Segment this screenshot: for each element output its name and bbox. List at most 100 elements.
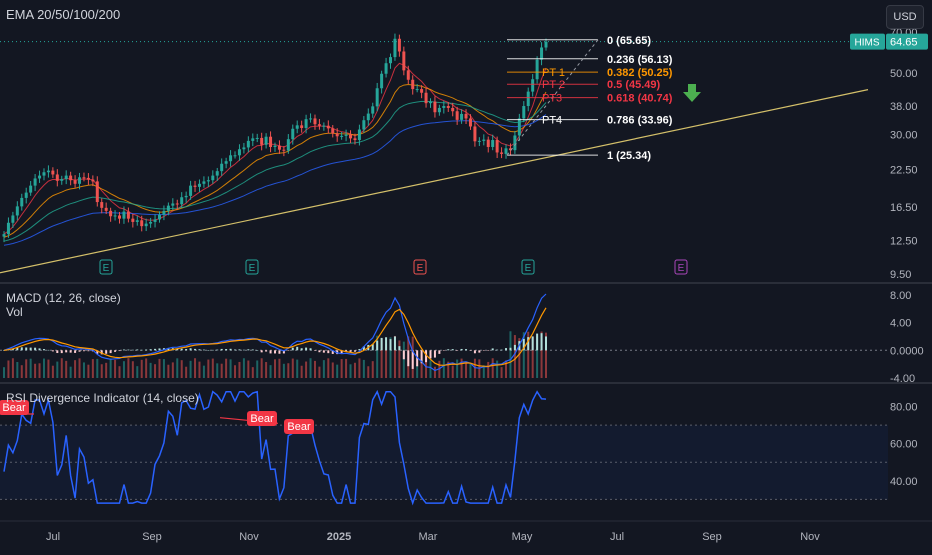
candle-body	[522, 106, 526, 119]
macd-histogram-bar	[305, 347, 308, 351]
candle-body	[349, 134, 353, 139]
volume-bar	[274, 359, 276, 378]
macd-histogram-bar	[362, 346, 365, 351]
candle-body	[140, 220, 144, 227]
volume-bar	[318, 366, 321, 378]
volume-bar	[442, 358, 445, 378]
candle-body	[424, 92, 428, 104]
earnings-marker-label: E	[417, 263, 424, 274]
candle-body	[211, 175, 215, 181]
volume-bar	[238, 361, 241, 378]
macd-histogram-bar	[100, 350, 103, 355]
fib-level-label: 0.786 (33.96)	[607, 115, 673, 127]
candle-body	[504, 148, 508, 154]
volume-bar	[305, 361, 308, 378]
earnings-marker-label: E	[103, 263, 110, 274]
volume-bar	[309, 358, 312, 378]
macd-histogram-bar	[207, 350, 210, 351]
candle-body	[335, 133, 339, 137]
time-axis-label: 2025	[327, 531, 351, 543]
volume-bar	[154, 364, 157, 378]
volume-bar	[340, 359, 343, 378]
macd-histogram-bar	[74, 350, 77, 353]
macd-histogram-bar	[51, 350, 54, 352]
volume-bar	[87, 364, 90, 378]
time-axis-label: Nov	[239, 531, 259, 543]
macd-histogram-bar	[358, 349, 361, 351]
macd-histogram-bar	[505, 348, 508, 351]
macd-histogram-bar	[185, 348, 188, 351]
currency-button[interactable]: USD	[886, 5, 924, 29]
candle-body	[233, 155, 237, 157]
volume-bar	[7, 360, 10, 378]
macd-histogram-bar	[509, 347, 512, 351]
volume-bar	[513, 335, 516, 378]
macd-histogram-bar	[425, 350, 428, 363]
volume-bar	[34, 363, 37, 378]
volume-bar	[522, 332, 525, 378]
volume-bar	[451, 365, 454, 378]
macd-histogram-bar	[216, 349, 219, 351]
fib-level-label: 1 (25.34)	[607, 150, 651, 162]
volume-bar	[234, 365, 237, 378]
candle-body	[544, 41, 548, 48]
macd-histogram-bar	[536, 333, 539, 351]
candle-body	[442, 106, 446, 108]
volume-bar	[65, 360, 68, 378]
volume-bar	[91, 359, 94, 378]
macd-histogram-bar	[78, 350, 81, 352]
macd-histogram-bar	[56, 350, 59, 354]
earnings-marker-label: E	[525, 263, 532, 274]
macd-histogram-bar	[482, 350, 485, 351]
candle-body	[91, 179, 95, 182]
macd-histogram-bar	[247, 349, 250, 351]
macd-histogram-bar	[447, 349, 450, 351]
macd-histogram-bar	[376, 340, 379, 351]
macd-histogram-bar	[353, 350, 356, 352]
candle-body	[100, 202, 104, 208]
volume-bar	[189, 360, 192, 378]
candle-body	[313, 118, 317, 125]
macd-histogram-bar	[274, 350, 276, 354]
candle-body	[517, 118, 521, 136]
price-axis-label: 12.50	[890, 236, 918, 248]
macd-histogram-bar	[416, 350, 419, 367]
macd-histogram-bar	[149, 349, 152, 351]
volume-bar	[229, 359, 232, 378]
macd-histogram-bar	[202, 349, 205, 351]
macd-histogram-bar	[300, 348, 303, 351]
fib-level-label: 0.618 (40.74)	[607, 93, 673, 105]
bear-label: Bear	[287, 421, 311, 433]
macd-histogram-bar	[136, 349, 139, 351]
candle-body	[428, 101, 432, 104]
bear-label: Bear	[250, 413, 274, 425]
candle-body	[246, 140, 250, 148]
candle-body	[122, 211, 126, 219]
macd-line	[3, 293, 547, 372]
candle-body	[317, 124, 321, 126]
candle-body	[82, 177, 86, 179]
candle-body	[273, 145, 277, 147]
candle-body	[384, 63, 388, 74]
volume-bar	[29, 358, 32, 378]
volume-bar	[256, 360, 259, 378]
macd-histogram-bar	[176, 348, 179, 351]
price-axis-label: 16.50	[890, 202, 918, 214]
candle-body	[104, 207, 108, 211]
candle-body	[193, 185, 197, 187]
volume-bar	[465, 363, 468, 378]
volume-bar	[105, 362, 108, 378]
volume-bar	[247, 360, 250, 378]
candle-body	[402, 51, 406, 71]
candle-body	[135, 220, 139, 222]
volume-bar	[385, 343, 388, 378]
macd-histogram-bar	[122, 349, 125, 351]
volume-bar	[336, 364, 339, 378]
candle-body	[291, 128, 295, 140]
volume-bar	[469, 363, 472, 378]
volume-bar	[447, 361, 450, 378]
time-axis-label: Nov	[800, 531, 820, 543]
macd-histogram-bar	[429, 350, 432, 359]
volume-bar	[425, 358, 428, 378]
volume-bar	[145, 358, 148, 378]
